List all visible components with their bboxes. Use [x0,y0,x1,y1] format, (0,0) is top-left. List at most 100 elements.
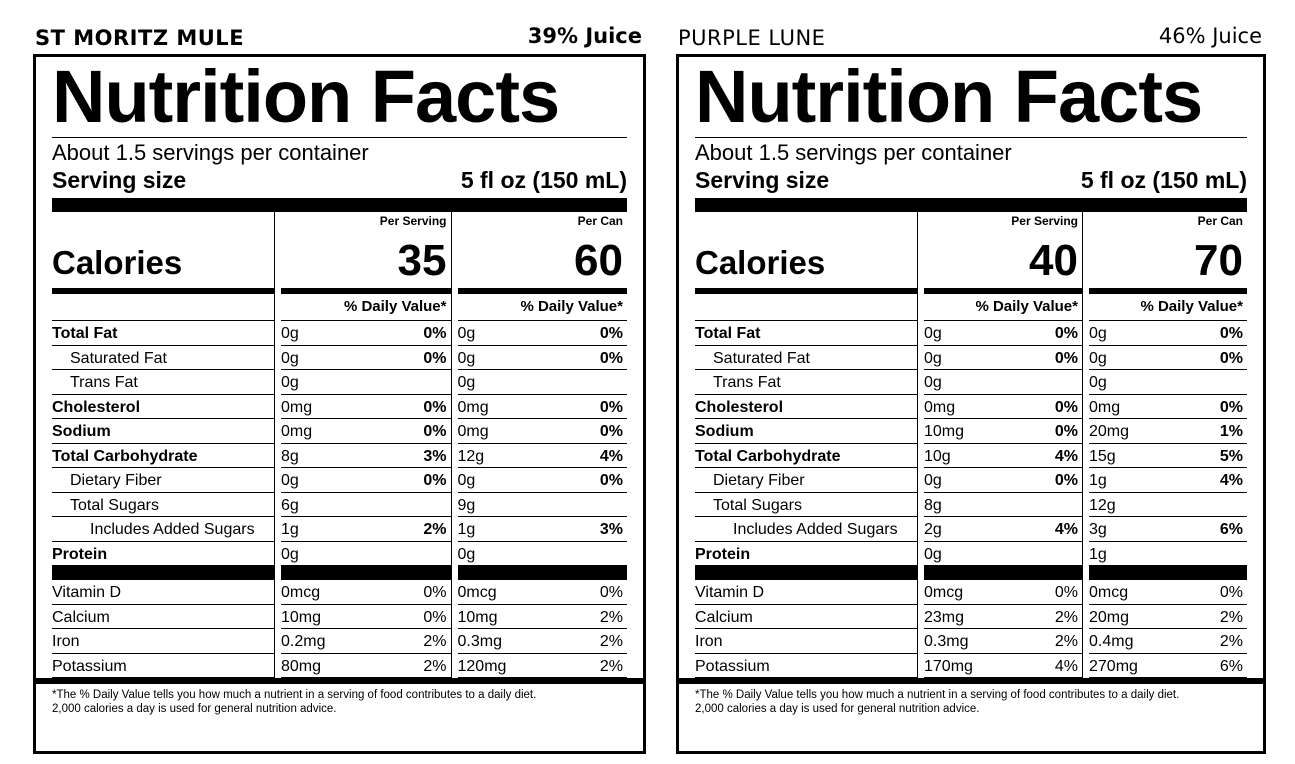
nutrient-daily-value: 0% [1219,398,1243,416]
vitamin-value-row: 0.3mg 2% [924,629,1082,654]
nutrient-value-row: 1g 2% [281,517,451,542]
calories-can-cell: Per Can 60 [458,212,628,288]
nutrient-value-row: 10mg 0% [924,419,1082,444]
label-header: ST MORITZ MULE 39% Juice [33,24,646,52]
nutrient-amount: 9g [457,496,476,514]
nutrient-daily-value: 0% [423,325,447,342]
product-name: PURPLE LUNE [678,26,826,50]
nutrient-amount: 0g [281,374,299,391]
thick-divider-bar [52,198,627,212]
vitamin-value-row: 0mcg 0% [457,580,627,605]
divider-bar [457,288,627,294]
nutrient-value-row: 0g 0% [457,346,627,370]
nutrient-value-row: 6g [281,493,451,517]
nutrition-facts-title: Nutrition Facts [52,55,560,138]
nutrient-daily-value: 5% [1219,447,1243,465]
nutrient-daily-value: 0% [1054,325,1078,342]
nutrient-amount: 0mg [281,423,313,440]
nutrient-name: Cholesterol [695,395,917,419]
nutrient-value-row: 0g [457,370,627,395]
nutrient-name: Total Carbohydrate [695,444,917,468]
nutrient-amount: 6g [281,496,299,514]
nutrient-amount: 0g [457,545,476,563]
nutrient-amount: 0g [1089,349,1107,367]
calories-label: Calories [52,244,183,281]
servings-per-container: About 1.5 servings per container [52,140,369,165]
nutrient-name: Includes Added Sugars [695,517,917,542]
nutrient-name: Total Fat [52,321,274,346]
nutrient-name: Protein [52,542,274,566]
vitamin-value-row: 80mg 2% [281,654,451,678]
serving-size-label: Serving size [52,167,187,193]
vitamin-name: Potassium [52,654,274,678]
vitamin-amount: 270mg [1089,657,1138,675]
divider-bar [52,288,274,294]
nutrient-daily-value: 4% [599,447,623,465]
serving-size-row: Serving size 5 fl oz (150 mL) [695,166,1247,194]
vitamin-amount: 120mg [457,657,507,675]
product-name: ST MORITZ MULE [35,26,245,50]
vitamin-name: Calcium [52,605,274,629]
thick-divider-bar [924,566,1082,580]
vitamin-daily-value: 6% [1219,657,1243,675]
thick-divider-bar [695,198,1247,212]
nutrient-daily-value: 0% [599,472,623,489]
per-serving-header: Per Serving [379,214,447,228]
nutrient-name: Saturated Fat [695,346,917,370]
label-header: PURPLE LUNE 46% Juice [676,24,1266,52]
nutrient-amount: 0g [457,349,476,367]
nutrient-daily-value: 0% [599,398,623,416]
calories-per-serving: 40 [1029,236,1078,285]
nutrient-amount: 8g [924,496,942,514]
daily-value-header: % Daily Value* [457,294,627,321]
nutrient-daily-value: 0% [1054,398,1078,416]
calories-per-can: 60 [574,236,623,285]
vitamin-daily-value: 0% [599,584,623,601]
divider-bar [695,288,917,294]
nutrient-name: Total Sugars [695,493,917,517]
nutrient-value-row: 0mg 0% [924,395,1082,419]
vitamin-amount: 0.3mg [457,633,502,650]
per-can-header: Per Can [577,214,623,228]
vitamin-value-row: 20mg 2% [1089,605,1247,629]
per-serving-column: Per Serving 40 % Daily Value* 0g 0% 0g 0% 0g 0mg… [917,212,1082,678]
nutrient-grid: Calories Total Fat Saturated Fat Trans Fat C… [695,212,1247,678]
nutrient-value-row: 0g [457,542,627,566]
divider-line [52,137,627,138]
nutrient-amount: 2g [924,521,942,538]
vitamin-amount: 80mg [281,657,322,675]
nutrient-value-row: 12g [1089,493,1247,517]
vitamin-value-row: 170mg 4% [924,654,1082,678]
nutrient-value-row: 0g [924,370,1082,395]
vitamin-value-row: 10mg 0% [281,605,451,629]
juice-percentage: 39% Juice [527,24,642,48]
nutrient-value-row: 0mg 0% [457,419,627,444]
nutrient-amount: 10g [924,447,951,465]
nutrient-name: Sodium [695,419,917,444]
daily-value-header: % Daily Value* [1089,294,1247,321]
nutrient-amount: 0g [281,325,299,342]
vitamin-daily-value: 2% [599,657,623,675]
nutrient-value-row: 0g 0% [457,468,627,493]
nutrient-amount: 12g [1089,496,1116,514]
nutrient-amount: 0mg [1089,398,1121,416]
daily-value-header: % Daily Value* [924,294,1082,321]
vitamin-daily-value: 4% [1054,657,1078,675]
thick-divider-bar [281,566,451,580]
vitamin-daily-value: 2% [423,633,447,650]
thick-divider-bar [52,566,274,580]
nutrient-names-column: Calories Total Fat Saturated Fat Trans Fat C… [52,212,274,678]
vitamin-amount: 0mcg [924,584,964,601]
footnote-line-1: *The % Daily Value tells you how much a … [52,689,537,701]
nutrient-amount: 0g [1089,374,1107,391]
vitamin-value-row: 0.3mg 2% [457,629,627,654]
nutrient-daily-value: 3% [423,447,447,465]
calories-per-can: 70 [1194,236,1243,285]
nutrient-name: Trans Fat [52,370,274,395]
footer-divider-bar [679,678,1263,684]
nutrient-daily-value: 6% [1219,521,1243,538]
daily-value-header: % Daily Value* [281,294,451,321]
nutrient-value-row: 15g 5% [1089,444,1247,468]
nutrition-facts-label: Nutrition Facts About 1.5 servings per co… [676,54,1266,754]
divider-bar [924,288,1082,294]
